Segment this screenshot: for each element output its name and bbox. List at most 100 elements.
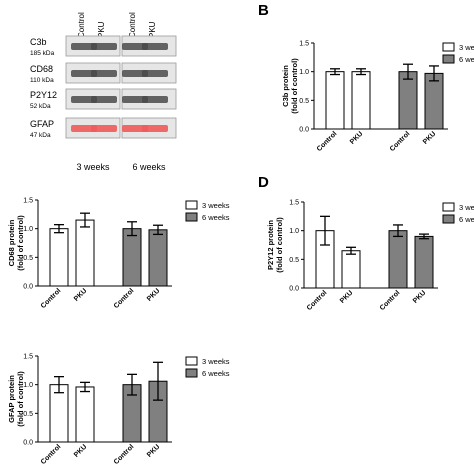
bar (148, 229, 168, 287)
legend-label: 6 weeks (459, 215, 474, 224)
y-tick-label: 0.0 (299, 127, 309, 134)
y-tick-label: 1.0 (23, 226, 33, 233)
blot-band (142, 70, 168, 77)
protein-kda: 47 kDa (30, 132, 51, 139)
bar (122, 228, 142, 287)
blot-band (122, 43, 148, 50)
y-axis-label: (fold of control) (290, 58, 299, 114)
bar (414, 235, 434, 289)
bar (75, 219, 95, 287)
blot-band (142, 125, 168, 132)
blot-band (122, 70, 148, 77)
bar (325, 71, 345, 130)
x-tick-label: Control (113, 443, 136, 466)
protein-name: C3b (30, 37, 47, 47)
blot-group-label: 6 weeks (132, 162, 166, 172)
x-tick-label: Control (113, 287, 136, 310)
panel-letter-b: B (258, 2, 269, 19)
blot-band (91, 70, 117, 77)
x-tick-label: Control (379, 289, 402, 312)
legend-label: 6 weeks (202, 213, 230, 222)
y-axis-label: CD68 protein (7, 219, 16, 266)
panel-letter-d: D (258, 174, 269, 191)
legend-label: 3 weeks (202, 201, 230, 210)
bar (75, 386, 95, 443)
y-axis-label: (fold of control) (275, 217, 284, 273)
bar (341, 250, 361, 289)
bar (388, 230, 408, 289)
lane-label: PKU (97, 21, 106, 38)
chart-c3b: 0.0 0.5 1.0 1.5 C3b protein (fold of control)… (281, 41, 474, 154)
legend-label: 6 weeks (202, 369, 230, 378)
y-tick-label: 1.5 (23, 354, 33, 361)
chart-gfap: 0.0 0.5 1.0 1.5 GFAP protein (fold of control… (7, 354, 230, 467)
legend-swatch (442, 54, 455, 64)
x-tick-label: PKU (146, 287, 161, 302)
bar (49, 228, 69, 287)
protein-name: CD68 (30, 64, 53, 74)
x-tick-label: Control (40, 287, 63, 310)
legend-swatch (442, 202, 455, 212)
protein-kda: 52 kDa (30, 103, 51, 110)
lane-label: Control (128, 12, 137, 38)
x-tick-label: Control (306, 289, 329, 312)
legend-swatch (185, 200, 198, 210)
y-axis-label: (fold of control) (16, 371, 25, 427)
x-tick-label: PKU (349, 130, 364, 145)
x-tick-label: PKU (339, 289, 354, 304)
blot-band (71, 43, 97, 50)
blot-band (71, 70, 97, 77)
blot-band (91, 125, 117, 132)
y-tick-label: 1.0 (23, 382, 33, 389)
blot-band (122, 125, 148, 132)
blot-band (91, 43, 117, 50)
x-tick-label: Control (40, 443, 63, 466)
blot-group-label: 3 weeks (76, 162, 110, 172)
x-tick-label: PKU (73, 443, 88, 458)
blot-band (71, 125, 97, 132)
legend-label: 6 weeks (459, 55, 474, 64)
legend-label: 3 weeks (459, 203, 474, 212)
lane-label: Control (77, 12, 86, 38)
y-tick-label: 1.5 (299, 41, 309, 48)
x-tick-label: PKU (73, 287, 88, 302)
y-tick-label: 1.0 (299, 69, 309, 76)
legend-label: 3 weeks (202, 357, 230, 366)
legend-swatch (185, 368, 198, 378)
y-tick-label: 1.5 (289, 200, 299, 207)
x-tick-label: PKU (146, 443, 161, 458)
y-tick-label: 0.5 (23, 411, 33, 418)
blot-band (122, 96, 148, 103)
bar (398, 71, 418, 130)
x-tick-label: Control (316, 130, 339, 153)
blot-band (71, 96, 97, 103)
blot-band (142, 43, 168, 50)
y-axis-label: P2Y12 protein (266, 220, 275, 270)
chart-p2y12: 0.0 0.5 1.0 1.5 P2Y12 protein (fold of contro… (266, 200, 474, 313)
legend-swatch (442, 214, 455, 224)
x-tick-label: PKU (422, 130, 437, 145)
bar (424, 72, 444, 130)
protein-kda: 185 kDa (30, 50, 55, 57)
blot-band (142, 96, 168, 103)
y-tick-label: 1.0 (289, 228, 299, 235)
lane-label: PKU (148, 21, 157, 38)
legend-swatch (185, 356, 198, 366)
y-tick-label: 1.5 (23, 198, 33, 205)
y-tick-label: 0.0 (289, 286, 299, 293)
legend-swatch (442, 42, 455, 52)
protein-name: GFAP (30, 119, 54, 129)
x-tick-label: PKU (412, 289, 427, 304)
x-tick-label: Control (389, 130, 412, 153)
blot-band (91, 96, 117, 103)
chart-cd68: 0.0 0.5 1.0 1.5 CD68 protein (fold of control… (7, 198, 230, 311)
western-blot-panel: Control PKU Control PKU C3b 185 kDa CD68 110 kD… (30, 12, 177, 172)
protein-name: P2Y12 (30, 90, 57, 100)
y-tick-label: 0.5 (299, 98, 309, 105)
legend-label: 3 weeks (459, 43, 474, 52)
y-axis-label: GFAP protein (7, 375, 16, 423)
y-tick-label: 0.5 (289, 257, 299, 264)
bar (351, 71, 371, 130)
